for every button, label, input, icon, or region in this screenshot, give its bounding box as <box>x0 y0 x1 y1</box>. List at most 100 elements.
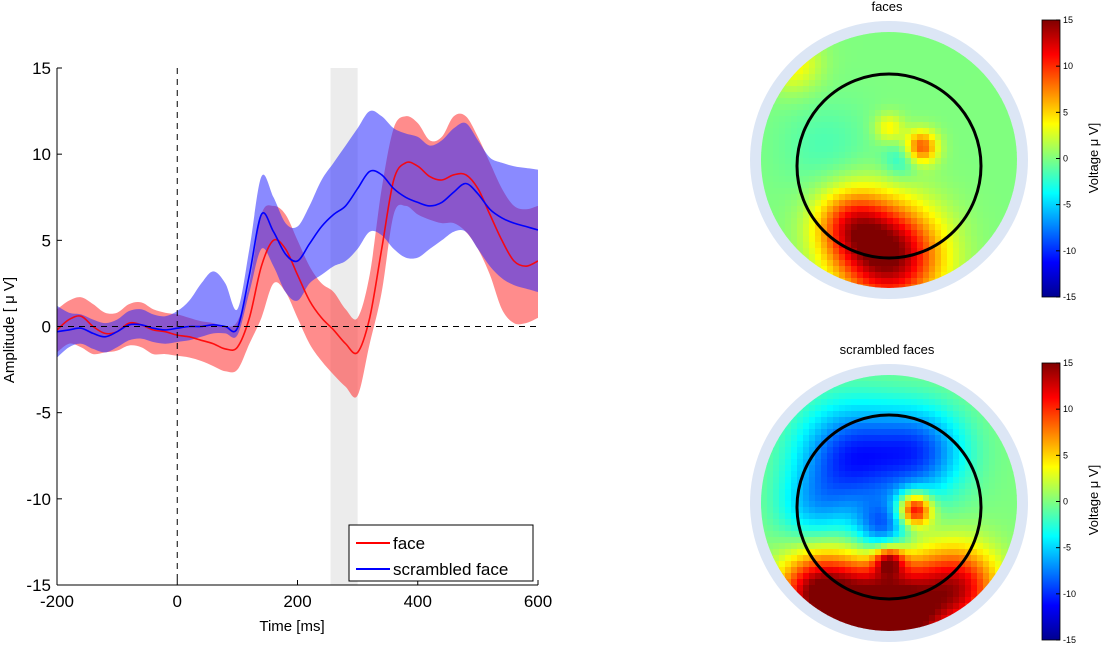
voltage-cell <box>923 62 930 69</box>
voltage-cell <box>947 158 954 165</box>
voltage-cell <box>785 158 792 165</box>
voltage-cell <box>803 116 810 123</box>
voltage-cell <box>923 609 930 616</box>
voltage-cell <box>947 441 954 448</box>
voltage-cell <box>899 489 906 496</box>
voltage-cell <box>815 206 822 213</box>
voltage-cell <box>881 561 888 568</box>
voltage-cell <box>905 92 912 99</box>
voltage-cell <box>899 465 906 472</box>
voltage-cell <box>845 621 852 628</box>
voltage-cell <box>803 188 810 195</box>
voltage-cell <box>845 182 852 189</box>
voltage-cell <box>959 260 966 267</box>
voltage-cell <box>899 555 906 562</box>
voltage-cell <box>773 459 780 466</box>
voltage-cell <box>911 519 918 526</box>
voltage-cell <box>911 176 918 183</box>
colorbar-label: Voltage μ V] <box>1086 123 1101 193</box>
voltage-cell <box>1001 140 1008 147</box>
voltage-cell <box>917 495 924 502</box>
voltage-cell <box>929 381 936 388</box>
voltage-cell <box>791 543 798 550</box>
voltage-cell <box>851 435 858 442</box>
voltage-cell <box>851 44 858 51</box>
voltage-cell <box>833 417 840 424</box>
voltage-cell <box>911 92 918 99</box>
voltage-cell <box>905 543 912 550</box>
voltage-cell <box>917 489 924 496</box>
voltage-cell <box>929 200 936 207</box>
voltage-cell <box>869 471 876 478</box>
voltage-cell <box>941 68 948 75</box>
voltage-cell <box>863 110 870 117</box>
voltage-cell <box>899 116 906 123</box>
voltage-cell <box>833 453 840 460</box>
voltage-cell <box>935 80 942 87</box>
voltage-cell <box>881 591 888 598</box>
voltage-cell <box>947 513 954 520</box>
voltage-cell <box>1001 152 1008 159</box>
voltage-cell <box>911 405 918 412</box>
voltage-cell <box>953 134 960 141</box>
voltage-cell <box>851 80 858 87</box>
voltage-cell <box>1001 122 1008 129</box>
voltage-cell <box>791 194 798 201</box>
voltage-cell <box>923 128 930 135</box>
x-tick-label: 600 <box>524 592 552 611</box>
voltage-cell <box>923 591 930 598</box>
voltage-cell <box>815 74 822 81</box>
x-tick-label: 200 <box>283 592 311 611</box>
voltage-cell <box>989 573 996 580</box>
voltage-cell <box>923 38 930 45</box>
voltage-cell <box>929 134 936 141</box>
voltage-cell <box>839 459 846 466</box>
voltage-cell <box>983 80 990 87</box>
voltage-cell <box>857 543 864 550</box>
voltage-cell <box>857 537 864 544</box>
voltage-cell <box>905 573 912 580</box>
voltage-cell <box>917 200 924 207</box>
voltage-cell <box>875 399 882 406</box>
voltage-cell <box>899 411 906 418</box>
voltage-cell <box>791 477 798 484</box>
voltage-cell <box>911 441 918 448</box>
voltage-cell <box>953 399 960 406</box>
voltage-cell <box>941 507 948 514</box>
voltage-cell <box>893 489 900 496</box>
voltage-cell <box>803 104 810 111</box>
voltage-cell <box>881 603 888 610</box>
voltage-cell <box>1001 465 1008 472</box>
voltage-cell <box>803 507 810 514</box>
voltage-cell <box>899 224 906 231</box>
voltage-cell <box>845 104 852 111</box>
voltage-cell <box>833 44 840 51</box>
voltage-cell <box>803 573 810 580</box>
voltage-cell <box>869 98 876 105</box>
voltage-cell <box>977 537 984 544</box>
voltage-cell <box>779 477 786 484</box>
voltage-cell <box>917 134 924 141</box>
voltage-cell <box>1007 507 1014 514</box>
voltage-cell <box>959 224 966 231</box>
voltage-cell <box>899 387 906 394</box>
voltage-cell <box>827 74 834 81</box>
voltage-cell <box>845 218 852 225</box>
voltage-cell <box>803 158 810 165</box>
voltage-cell <box>923 429 930 436</box>
voltage-cell <box>989 441 996 448</box>
voltage-cell <box>941 609 948 616</box>
voltage-cell <box>845 561 852 568</box>
voltage-cell <box>953 501 960 508</box>
voltage-cell <box>905 621 912 628</box>
voltage-cell <box>899 128 906 135</box>
voltage-cell <box>815 110 822 117</box>
voltage-cell <box>857 471 864 478</box>
voltage-cell <box>761 525 768 532</box>
voltage-cell <box>809 441 816 448</box>
voltage-cell <box>881 465 888 472</box>
voltage-cell <box>839 104 846 111</box>
voltage-cell <box>797 152 804 159</box>
voltage-cell <box>785 513 792 520</box>
voltage-cell <box>953 543 960 550</box>
